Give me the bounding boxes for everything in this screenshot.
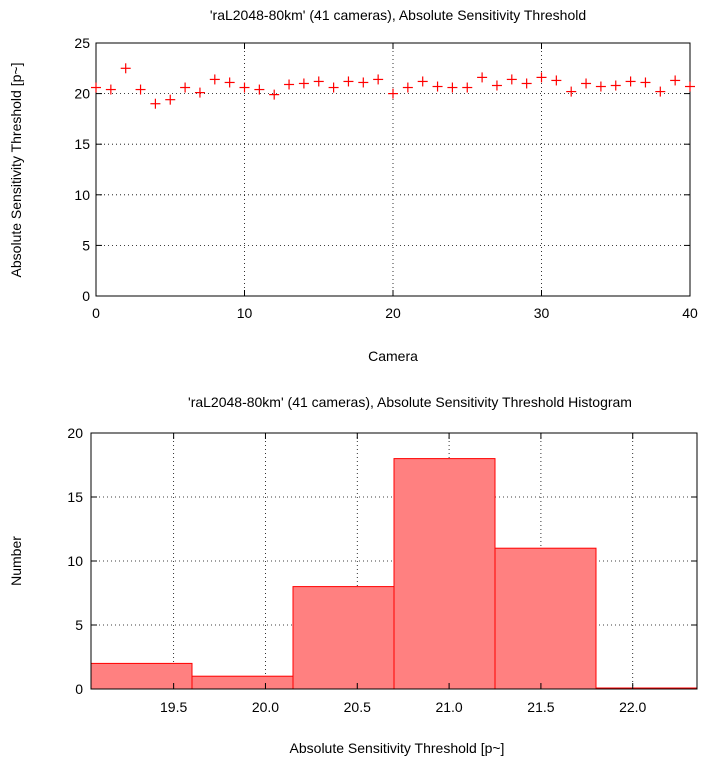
- histogram-y-axis-label: Number: [8, 536, 24, 586]
- scatter-point: [209, 74, 220, 85]
- histogram-x-tick-label: 20.0: [252, 699, 279, 715]
- scatter-ticks: 0 10 20 30 40 0 5 10 15 20 25: [74, 35, 698, 321]
- histogram-bar: [90, 662, 193, 690]
- scatter-chart-title: 'raL2048-80km' (41 cameras), Absolute Se…: [210, 7, 586, 23]
- scatter-point: [536, 72, 547, 83]
- histogram-bar: [494, 547, 597, 690]
- scatter-point: [120, 63, 131, 74]
- scatter-point: [284, 79, 295, 90]
- scatter-y-tick-label: 25: [74, 35, 90, 51]
- scatter-point: [388, 88, 398, 99]
- histogram-y-tick-label: 5: [75, 617, 83, 633]
- scatter-point: [581, 78, 592, 89]
- histogram-y-tick-label: 0: [75, 681, 83, 697]
- scatter-grid: [96, 43, 690, 296]
- scatter-point: [640, 77, 651, 88]
- histogram-bar: [191, 675, 294, 690]
- histogram-x-tick-label: 21.0: [435, 699, 462, 715]
- histogram-bar: [292, 586, 395, 690]
- scatter-point: [91, 82, 101, 93]
- scatter-x-tick-label: 10: [237, 305, 253, 321]
- scatter-point: [595, 81, 606, 92]
- scatter-point: [566, 86, 577, 97]
- scatter-point: [447, 82, 458, 93]
- scatter-point: [655, 86, 666, 97]
- scatter-point: [432, 81, 443, 92]
- histogram-x-tick-label: 21.5: [527, 699, 554, 715]
- scatter-y-tick-label: 10: [74, 187, 90, 203]
- scatter-y-tick-label: 15: [74, 136, 90, 152]
- scatter-point: [358, 77, 369, 88]
- histogram-x-tick-label: 22.0: [619, 699, 646, 715]
- scatter-point: [373, 74, 384, 85]
- scatter-point: [239, 82, 250, 93]
- scatter-x-tick-label: 40: [682, 305, 698, 321]
- scatter-point: [224, 77, 235, 88]
- histogram-bar: [393, 458, 496, 690]
- scatter-x-tick-label: 30: [534, 305, 550, 321]
- histogram-y-tick-label: 10: [67, 553, 83, 569]
- scatter-point: [417, 76, 428, 87]
- scatter-point: [402, 82, 413, 93]
- scatter-point: [685, 81, 695, 92]
- histogram-chart: 'raL2048-80km' (41 cameras), Absolute Se…: [8, 394, 698, 756]
- scatter-point: [343, 76, 354, 87]
- scatter-y-tick-label: 0: [82, 288, 90, 304]
- scatter-point: [506, 74, 517, 85]
- scatter-point: [298, 78, 309, 89]
- scatter-x-tick-label: 0: [92, 305, 100, 321]
- scatter-point: [165, 94, 176, 105]
- scatter-point: [269, 89, 280, 100]
- scatter-point: [105, 84, 116, 95]
- histogram-x-axis-label: Absolute Sensitivity Threshold [p~]: [290, 740, 505, 756]
- scatter-point: [328, 82, 339, 93]
- scatter-point: [670, 75, 681, 86]
- scatter-point: [491, 80, 502, 91]
- scatter-point: [521, 78, 532, 89]
- scatter-point: [254, 84, 265, 95]
- histogram-ticks: 19.5 20.0 20.5 21.0 21.5 22.0 0 5 10 15 20: [67, 425, 697, 715]
- scatter-plot-frame: [95, 42, 691, 297]
- scatter-point: [150, 98, 161, 109]
- scatter-point: [610, 80, 621, 91]
- histogram-y-tick-label: 20: [67, 425, 83, 441]
- scatter-point: [194, 87, 205, 98]
- histogram-chart-title: 'raL2048-80km' (41 cameras), Absolute Se…: [188, 394, 632, 410]
- scatter-x-axis-label: Camera: [368, 348, 418, 364]
- scatter-y-axis-label: Absolute Sensitivity Threshold [p~]: [8, 63, 24, 278]
- histogram-bars: [90, 458, 698, 690]
- scatter-point: [551, 75, 562, 86]
- scatter-chart: 'raL2048-80km' (41 cameras), Absolute Se…: [8, 7, 698, 364]
- scatter-point: [462, 82, 473, 93]
- histogram-y-tick-label: 15: [67, 489, 83, 505]
- scatter-y-tick-label: 20: [74, 86, 90, 102]
- scatter-point: [180, 82, 191, 93]
- scatter-point: [135, 84, 146, 95]
- scatter-x-tick-label: 20: [385, 305, 401, 321]
- scatter-point: [477, 72, 488, 83]
- scatter-point: [313, 76, 324, 87]
- scatter-point: [625, 76, 636, 87]
- scatter-y-tick-label: 5: [82, 237, 90, 253]
- histogram-x-tick-label: 20.5: [344, 699, 371, 715]
- scatter-points: [91, 63, 695, 109]
- histogram-x-tick-label: 19.5: [160, 699, 187, 715]
